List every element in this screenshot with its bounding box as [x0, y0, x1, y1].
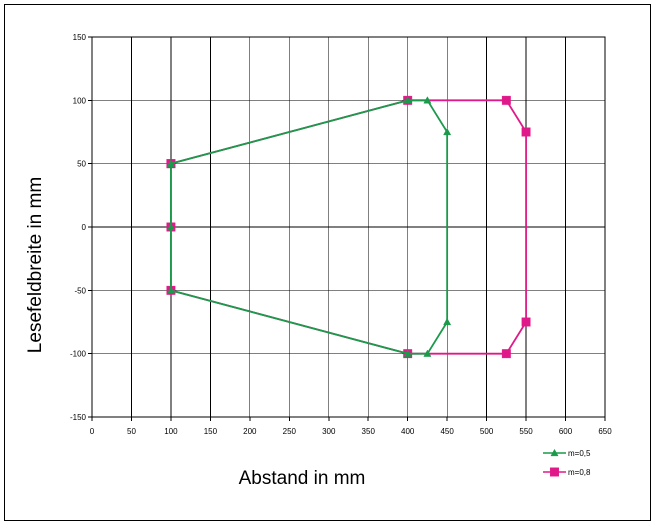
- tick-labels: 0 50 100 150 200 250 300 350 400 450 500 550 600 6501…: [70, 33, 612, 436]
- legend: m=0,5 m=0,8: [543, 448, 591, 477]
- legend-marker: [550, 467, 559, 477]
- legend-label: m=0,8: [568, 468, 591, 477]
- plot-area-border: [91, 36, 606, 418]
- y-tick-label: -100: [70, 350, 87, 359]
- x-tick-label: 250: [283, 427, 297, 436]
- x-tick-label: 0: [90, 427, 95, 436]
- data-point: [166, 222, 175, 231]
- x-tick-label: 300: [322, 427, 336, 436]
- x-tick-label: 50: [127, 427, 136, 436]
- chart-frame: [4, 4, 651, 521]
- series-layer: [166, 95, 531, 359]
- x-tick-label: 650: [598, 427, 612, 436]
- axis-layer: [88, 36, 606, 421]
- x-tick-label: 150: [204, 427, 218, 436]
- legend-item: m=0,5: [543, 448, 591, 458]
- y-tick-label: 100: [73, 96, 87, 105]
- x-tick-label: 400: [401, 427, 415, 436]
- x-tick-label: 450: [440, 427, 454, 436]
- legend-item: m=0,8: [543, 467, 591, 477]
- data-point: [403, 96, 412, 104]
- data-point: [501, 95, 511, 105]
- x-tick-label: 100: [164, 427, 178, 436]
- x-tick-label: 350: [362, 427, 376, 436]
- y-tick-label: -50: [74, 286, 86, 295]
- y-tick-label: 150: [73, 33, 87, 42]
- x-tick-label: 600: [559, 427, 573, 436]
- data-point: [443, 127, 452, 136]
- x-tick-label: 550: [519, 427, 533, 436]
- data-point: [521, 317, 531, 327]
- data-point: [166, 286, 175, 294]
- data-point: [443, 317, 452, 326]
- x-tick-label: 200: [243, 427, 257, 436]
- data-point: [423, 349, 432, 357]
- y-tick-label: 0: [82, 223, 87, 232]
- data-point: [501, 349, 511, 359]
- x-axis-title: Abstand in mm: [239, 468, 366, 489]
- legend-label: m=0,5: [568, 449, 591, 458]
- y-tick-label: -150: [70, 413, 87, 422]
- x-tick-label: 500: [480, 427, 494, 436]
- series-line: [170, 99, 449, 355]
- y-tick-label: 50: [77, 160, 86, 169]
- data-point: [521, 127, 531, 137]
- data-point: [423, 96, 432, 104]
- series-1: [166, 96, 452, 357]
- y-axis-title: Lesefeldbreite in mm: [25, 177, 46, 353]
- data-point: [403, 349, 412, 357]
- data-point: [166, 159, 175, 167]
- legend-marker: [550, 448, 559, 457]
